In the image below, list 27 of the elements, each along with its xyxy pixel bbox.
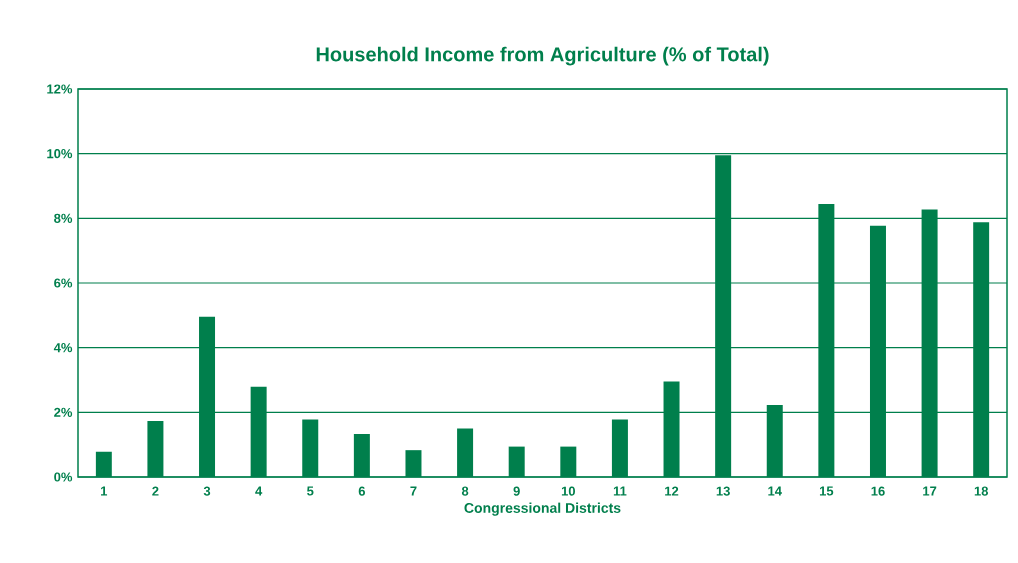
x-axis-title: Congressional Districts — [464, 502, 621, 516]
x-tick-label: 12 — [665, 486, 679, 496]
y-tick-label: 12% — [47, 84, 73, 94]
x-tick-label: 17 — [923, 486, 937, 496]
y-tick-label: 8% — [54, 213, 73, 223]
x-tick-label: 8 — [461, 486, 469, 496]
x-tick-label: 5 — [307, 486, 314, 496]
x-tick-label: 18 — [974, 486, 989, 496]
x-tick-label: 4 — [255, 486, 263, 496]
x-tick-label: 10 — [561, 486, 575, 496]
x-tick-label: 11 — [613, 486, 627, 496]
x-tick-label: 2 — [152, 486, 159, 496]
x-tick-label: 14 — [768, 486, 782, 496]
y-tick-label: 2% — [54, 407, 73, 417]
y-tick-label: 6% — [54, 278, 73, 288]
x-tick-label: 13 — [716, 486, 730, 496]
x-tick-label: 7 — [410, 486, 417, 496]
x-tick-label: 9 — [513, 486, 520, 496]
x-tick-label: 6 — [358, 486, 366, 496]
chart-title: Household Income from Agriculture (% of Total) — [316, 46, 769, 66]
x-tick-label: 15 — [819, 486, 834, 496]
y-tick-label: 10% — [47, 149, 73, 159]
x-tick-label: 16 — [871, 486, 885, 496]
x-tick-label: 3 — [203, 486, 211, 496]
x-tick-label: 1 — [101, 486, 108, 496]
y-tick-label: 0% — [54, 472, 73, 482]
y-tick-label: 4% — [53, 343, 73, 353]
